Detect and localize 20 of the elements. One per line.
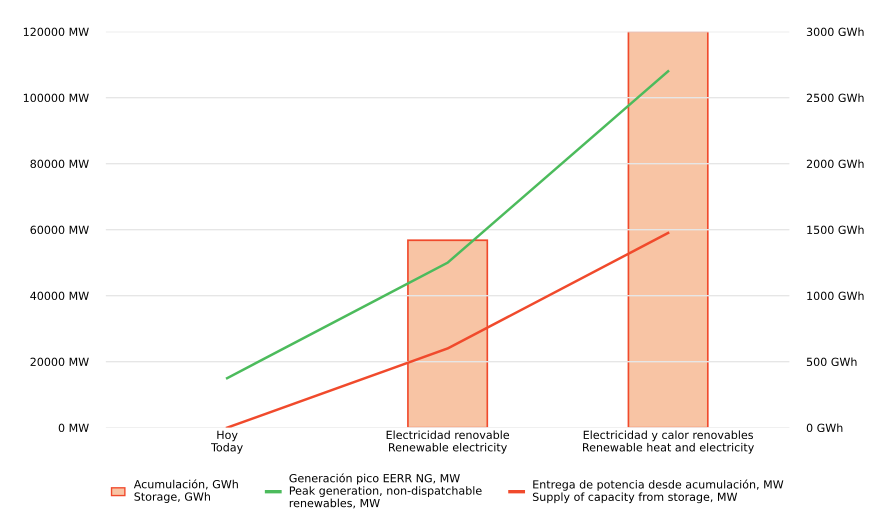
y-tick-label: 100000 MW xyxy=(24,94,89,102)
y2-tick-label: 1000 GWh xyxy=(807,291,864,300)
y2-tick-label: 2000 GWh xyxy=(806,159,864,168)
legend-label: Generación pico EERR NG, MW Peak generation, non-dispatchable renewables, MW xyxy=(289,473,482,508)
y2-tick-label: 1500 GWh xyxy=(807,225,864,234)
legend-label: Entrega de potencia desde acumulación, MW Supply of capacity from storage, MW xyxy=(532,480,784,504)
x-tick-label: Electricidad renovable Renewable electricity xyxy=(386,430,510,454)
y2-tick-label: 0 GWh xyxy=(806,423,842,432)
x-tick-label: Electricidad y calor renovables Renewable heat and electricity xyxy=(583,430,754,454)
y-tick-label: 60000 MW xyxy=(30,226,89,234)
legend-label: Acumulación, GWh Storage, GWh xyxy=(134,479,238,503)
y-tick-label: 120000 MW xyxy=(24,28,89,36)
y2-tick-label: 500 GWh xyxy=(806,357,856,366)
y2-tick-label: 2500 GWh xyxy=(806,93,864,102)
y-tick-label: 80000 MW xyxy=(30,160,89,168)
y2-tick-label: 3000 GWh xyxy=(806,27,864,36)
x-tick-label: Hoy Today xyxy=(211,430,243,454)
y-tick-label: 40000 MW xyxy=(30,292,89,300)
y-tick-label: 20000 MW xyxy=(30,358,89,366)
y-tick-label: 0 MW xyxy=(58,424,89,432)
